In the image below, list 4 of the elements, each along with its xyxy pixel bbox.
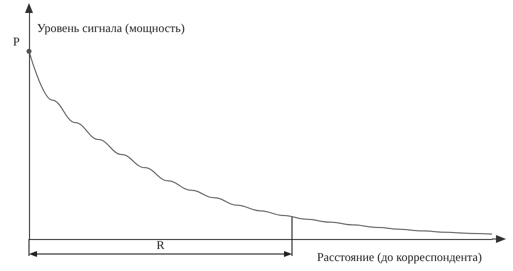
- y-axis-title: Уровень сигнала (мощность): [37, 21, 185, 35]
- text: P: [13, 34, 20, 48]
- x-axis-title: Расстояние (до корреспондента): [317, 250, 482, 264]
- annotation: R: [156, 238, 165, 252]
